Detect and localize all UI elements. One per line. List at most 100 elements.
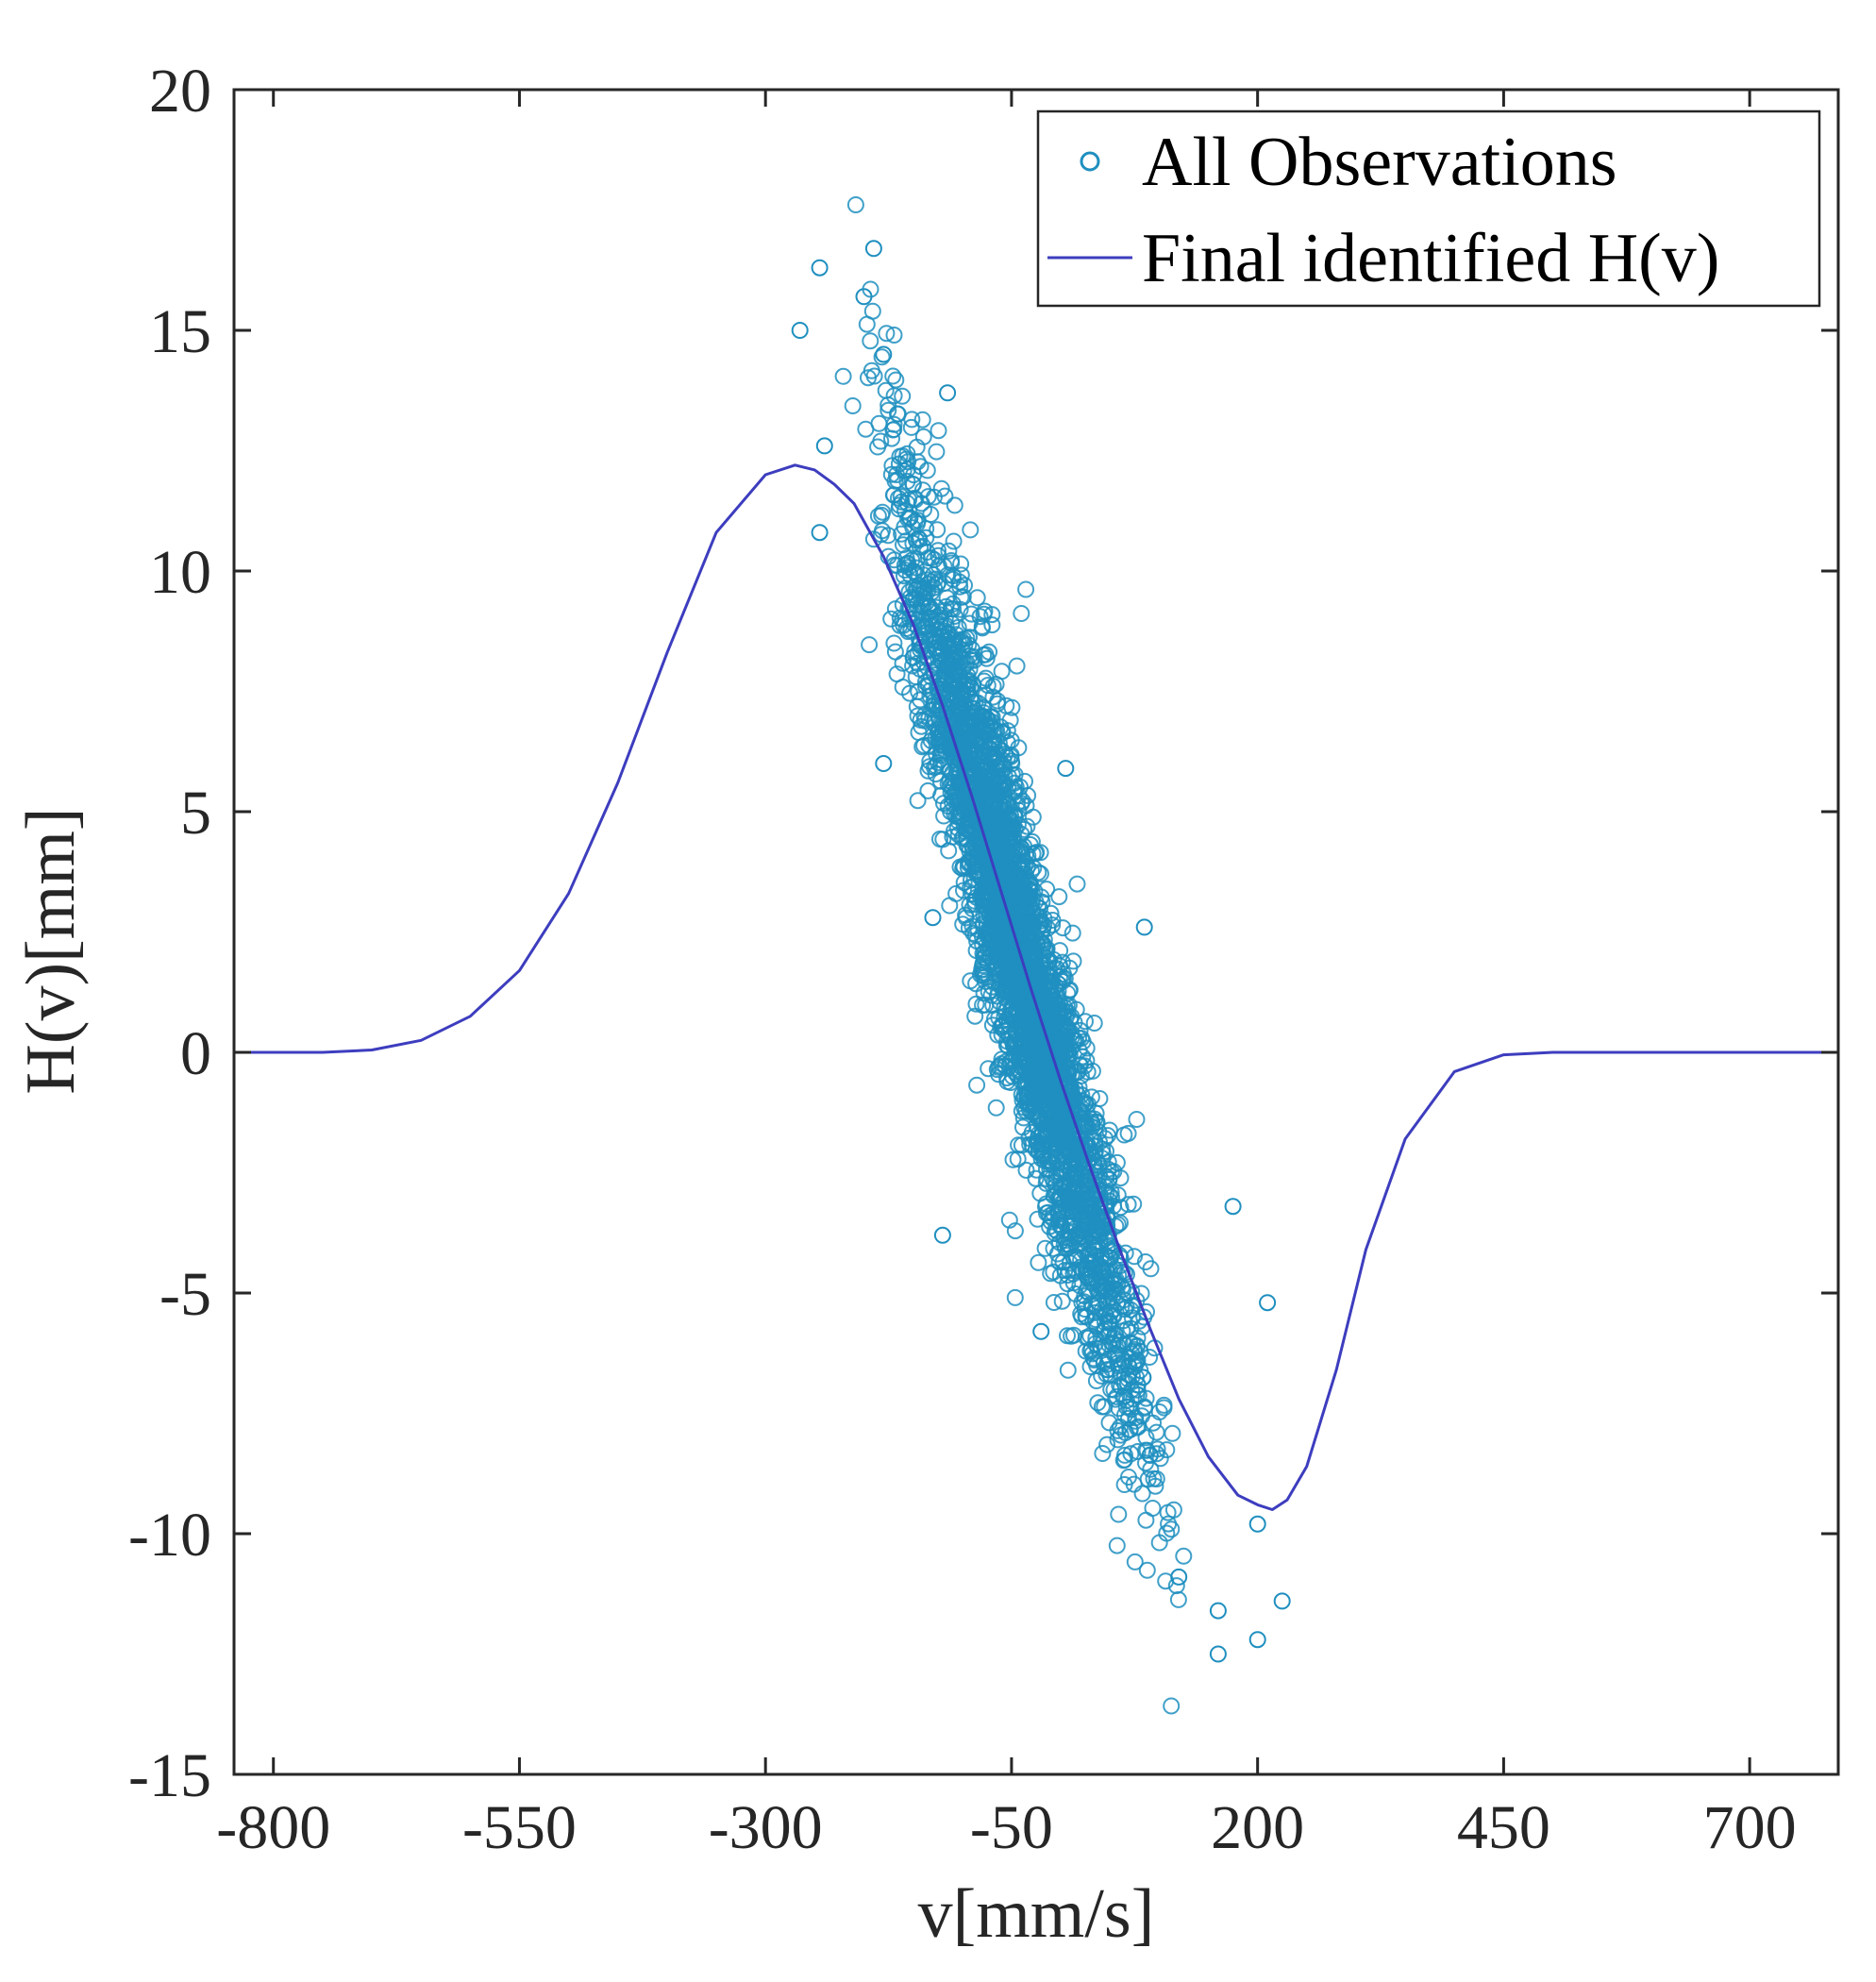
observation-point <box>1013 825 1030 843</box>
observation-point <box>1045 1263 1063 1281</box>
observation-point <box>879 396 897 414</box>
observation-point-outlier-15 <box>1259 1294 1277 1312</box>
observation-point <box>998 816 1016 834</box>
observation-point <box>990 777 1008 795</box>
observation-point <box>926 759 943 776</box>
observation-point <box>884 486 902 504</box>
observation-point <box>1006 765 1024 783</box>
observation-point <box>870 414 888 432</box>
observation-point <box>940 842 958 860</box>
observation-point <box>1141 1447 1159 1464</box>
observation-point <box>1098 1436 1116 1453</box>
observation-point <box>1023 901 1041 919</box>
observation-point <box>975 709 993 727</box>
observation-point <box>1058 1106 1076 1124</box>
observation-point <box>1101 1319 1119 1337</box>
observation-point <box>1050 1253 1068 1271</box>
observation-point-outlier-0 <box>811 259 829 277</box>
observation-point <box>997 697 1015 714</box>
observation-point <box>991 1057 1009 1075</box>
observation-point <box>934 629 952 647</box>
observation-point <box>1014 1118 1031 1136</box>
observation-point <box>1144 1500 1162 1517</box>
observation-point <box>941 772 959 790</box>
x-tick-label-2: -300 <box>709 1793 823 1862</box>
observation-point <box>922 609 940 627</box>
observation-point <box>1109 1431 1127 1449</box>
observation-point <box>915 590 933 608</box>
observation-point <box>968 1076 986 1094</box>
observation-point <box>1093 1398 1111 1416</box>
observation-point <box>948 697 966 714</box>
observation-point <box>1062 1237 1080 1255</box>
observation-point-outlier-8 <box>875 755 893 772</box>
observation-point <box>1107 1390 1125 1408</box>
observation-point <box>945 532 963 550</box>
observation-point <box>981 795 999 813</box>
y-tick-labels: 20 15 10 5 0 -5 -10 -15 <box>128 57 211 1810</box>
observation-point <box>884 367 902 385</box>
observation-point <box>1053 953 1071 971</box>
x-tick-label-6: 700 <box>1703 1793 1797 1862</box>
observation-point <box>1137 1389 1155 1407</box>
observation-point <box>909 453 927 471</box>
plot-frame <box>232 88 1840 1776</box>
observation-point <box>1032 1126 1050 1144</box>
observation-point <box>954 678 972 696</box>
observation-point-outlier-16 <box>1248 1515 1266 1533</box>
observation-point <box>1129 1443 1147 1460</box>
observation-point <box>891 496 909 514</box>
observation-point <box>1064 952 1082 970</box>
legend-entry-fit: Final identified H(v) <box>1142 220 1719 297</box>
observation-point <box>1151 1450 1169 1468</box>
observation-point <box>1007 1007 1025 1025</box>
observation-point <box>1057 1216 1075 1234</box>
observation-point <box>1043 1145 1061 1163</box>
observation-point <box>920 710 938 728</box>
observation-point <box>949 826 967 844</box>
observation-point <box>864 530 882 548</box>
observation-point <box>963 871 980 889</box>
observation-point <box>1068 875 1086 893</box>
x-tick-label-0: -800 <box>216 1793 330 1862</box>
observation-point <box>986 940 1004 957</box>
observation-point <box>1053 1292 1071 1310</box>
observation-point <box>1001 858 1019 876</box>
observation-point <box>1065 1167 1082 1184</box>
observation-point <box>1005 1037 1023 1055</box>
observation-point <box>1030 1050 1047 1068</box>
observation-point <box>950 749 968 766</box>
observation-point <box>1122 1445 1140 1463</box>
observation-point <box>963 917 981 935</box>
observation-point <box>1094 1445 1112 1462</box>
observation-point <box>878 325 896 343</box>
observation-point <box>962 521 980 539</box>
observation-point <box>1089 1394 1107 1412</box>
observation-point <box>980 884 998 902</box>
observation-point <box>1133 1485 1151 1503</box>
observation-point <box>1017 1161 1035 1179</box>
observation-point <box>1030 1253 1047 1271</box>
observation-point-outlier-6 <box>939 384 957 402</box>
observation-point <box>960 854 978 872</box>
observation-point <box>1049 1211 1067 1229</box>
observation-point <box>1036 1082 1053 1100</box>
observation-point <box>930 729 947 747</box>
observation-point <box>899 559 917 577</box>
observation-point <box>1000 1211 1018 1229</box>
observation-point <box>929 521 946 539</box>
observation-point <box>1085 1015 1103 1032</box>
observation-point <box>1105 1301 1122 1319</box>
scatter-observations <box>791 196 1291 1715</box>
observation-point <box>928 443 946 461</box>
observation-point-outlier-14 <box>1224 1198 1242 1216</box>
observation-point-outlier-11 <box>1135 918 1153 936</box>
observation-point <box>1055 1006 1073 1024</box>
observation-point <box>931 613 949 630</box>
observation-point <box>1128 1386 1146 1403</box>
observation-point <box>1031 1076 1049 1094</box>
observation-point <box>1109 1186 1127 1204</box>
observation-point-outlier-17 <box>1170 1568 1188 1586</box>
legend-marker-circle <box>1080 151 1100 172</box>
observation-point <box>1063 1327 1080 1345</box>
